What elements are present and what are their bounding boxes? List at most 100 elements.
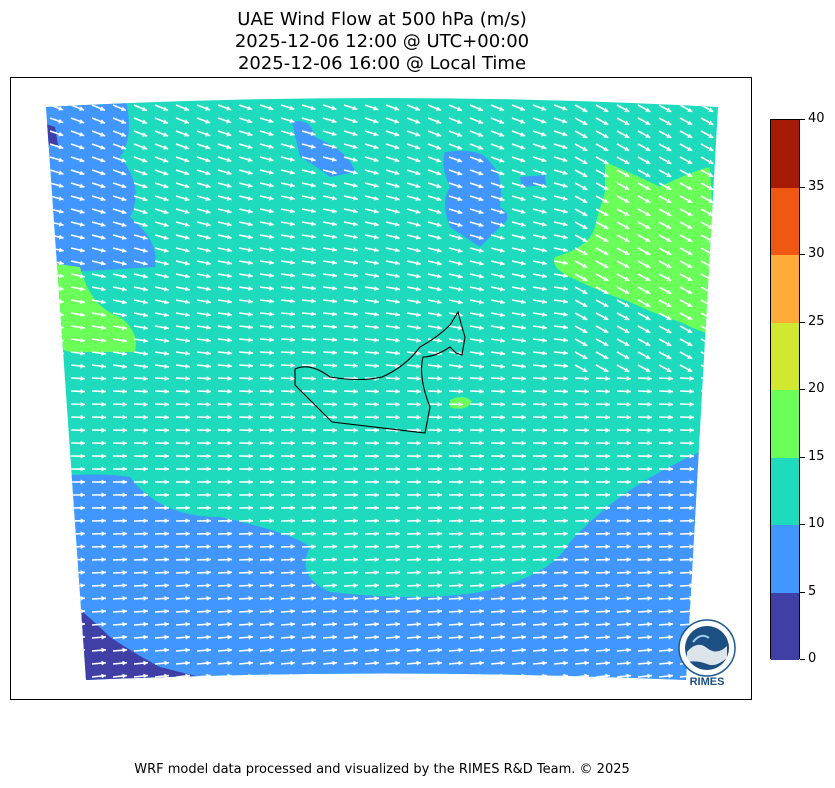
wind-arrow-head [79, 286, 85, 292]
wind-arrow [49, 661, 65, 665]
wind-arrow-head [143, 583, 148, 588]
wind-arrow-head [79, 119, 85, 124]
wind-arrow-head [647, 621, 652, 627]
wind-arrow-head [645, 237, 651, 242]
wind-arrow-head [184, 235, 190, 240]
wind-arrow-head [645, 198, 651, 203]
wind-arrows [49, 104, 736, 690]
speed-field-5-10-north-c [520, 175, 546, 187]
wind-arrow-head [647, 544, 652, 550]
wind-arrow [49, 390, 65, 393]
wind-arrow-head [101, 583, 106, 588]
wind-arrow-head [353, 583, 358, 588]
wind-arrow-head [227, 414, 232, 420]
wind-arrow-head [521, 505, 526, 511]
wind-arrow-head [562, 105, 568, 111]
wind-arrow-head [542, 492, 547, 498]
wind-arrow-head [248, 350, 253, 356]
wind-arrow-head [687, 250, 693, 255]
wind-arrow-head [520, 260, 526, 266]
wind-arrow-head [143, 325, 148, 331]
wind-arrow-head [542, 608, 547, 614]
wind-arrow-head [185, 583, 190, 588]
wind-arrow-head [584, 608, 589, 614]
wind-arrow-head [311, 337, 316, 343]
wind-arrow-head [708, 354, 714, 359]
wind-arrow-head [541, 131, 547, 137]
wind-arrow-head [332, 414, 337, 420]
wind-arrow-head [311, 350, 316, 355]
wind-arrow-head [248, 570, 253, 575]
wind-arrow-head [666, 133, 672, 138]
wind-arrow-head [499, 145, 505, 150]
wind-arrow-head [121, 209, 127, 215]
wind-arrow-head [689, 440, 694, 446]
wind-arrow-head [542, 583, 547, 588]
wind-arrow-head [732, 544, 736, 549]
wind-arrow-head [563, 647, 568, 653]
wind-arrow-head [164, 376, 169, 381]
wind-arrow-head [479, 544, 484, 550]
wind-arrow-head [185, 427, 190, 433]
wind-arrow-head [542, 621, 547, 627]
wind-arrow-head [605, 634, 610, 640]
wind-arrow-head [624, 237, 630, 242]
wind-arrow-head [584, 518, 589, 524]
wind-arrow-head [437, 312, 442, 318]
wind-arrow-head [626, 414, 631, 420]
wind-arrow-head [101, 647, 106, 653]
wind-arrow-head [269, 479, 274, 485]
wind-arrow-head [185, 479, 190, 485]
wind-arrow [659, 689, 673, 690]
wind-arrow-head [520, 209, 526, 214]
wind-arrow-head [143, 440, 148, 446]
wind-arrow-head [290, 234, 295, 240]
wind-arrow-head [59, 596, 64, 601]
wind-arrow-head [80, 505, 85, 511]
wind-arrow-head [582, 328, 588, 333]
wind-arrow-head [353, 363, 358, 368]
wind-arrow-head [668, 634, 673, 640]
wind-arrow-head [603, 328, 609, 333]
wind-arrow-head [605, 453, 610, 459]
wind-arrow-head [206, 299, 211, 305]
wind-arrow-head [227, 299, 232, 304]
wind-arrow-head [101, 325, 106, 330]
wind-arrow-head [352, 131, 358, 137]
wind-arrow-head [668, 440, 673, 446]
wind-arrow [680, 689, 694, 690]
wind-arrow-head [603, 276, 609, 281]
wind-arrow [722, 339, 734, 346]
wind-arrow [722, 572, 736, 573]
wind-arrow-head [479, 634, 484, 640]
wind-arrow-head [311, 285, 316, 291]
wind-arrow-head [708, 367, 714, 372]
wind-arrow-head [121, 132, 127, 137]
wind-arrow-head [100, 170, 106, 176]
wind-arrow-head [563, 466, 568, 472]
wind-arrow-head [436, 209, 442, 215]
wind-arrow-head [122, 621, 127, 627]
wind-arrow-head [374, 427, 379, 433]
wind-arrow-head [499, 299, 505, 305]
wind-arrow-head [437, 338, 442, 343]
wind-arrow-head [373, 144, 379, 150]
wind-arrow-head [227, 453, 232, 459]
wind-arrow [385, 674, 401, 678]
wind-arrow-head [101, 660, 106, 666]
wind-arrow-head [500, 505, 505, 511]
wind-arrow-head [248, 414, 253, 420]
wind-arrow-head [353, 518, 358, 524]
wind-arrow [259, 674, 275, 678]
wind-arrow-head [353, 505, 358, 511]
wind-arrow-head [206, 492, 211, 498]
wind-arrow-head [479, 440, 484, 446]
wind-arrow-head [436, 170, 442, 176]
wind-arrow-head [248, 363, 253, 369]
wind-arrow-head [731, 609, 736, 614]
wind-arrow-head [353, 247, 358, 253]
wind-arrow-head [498, 106, 504, 111]
rimes-logo: RIMES [678, 619, 736, 688]
wind-arrow-head [100, 196, 106, 202]
wind-arrow-head [415, 183, 421, 189]
